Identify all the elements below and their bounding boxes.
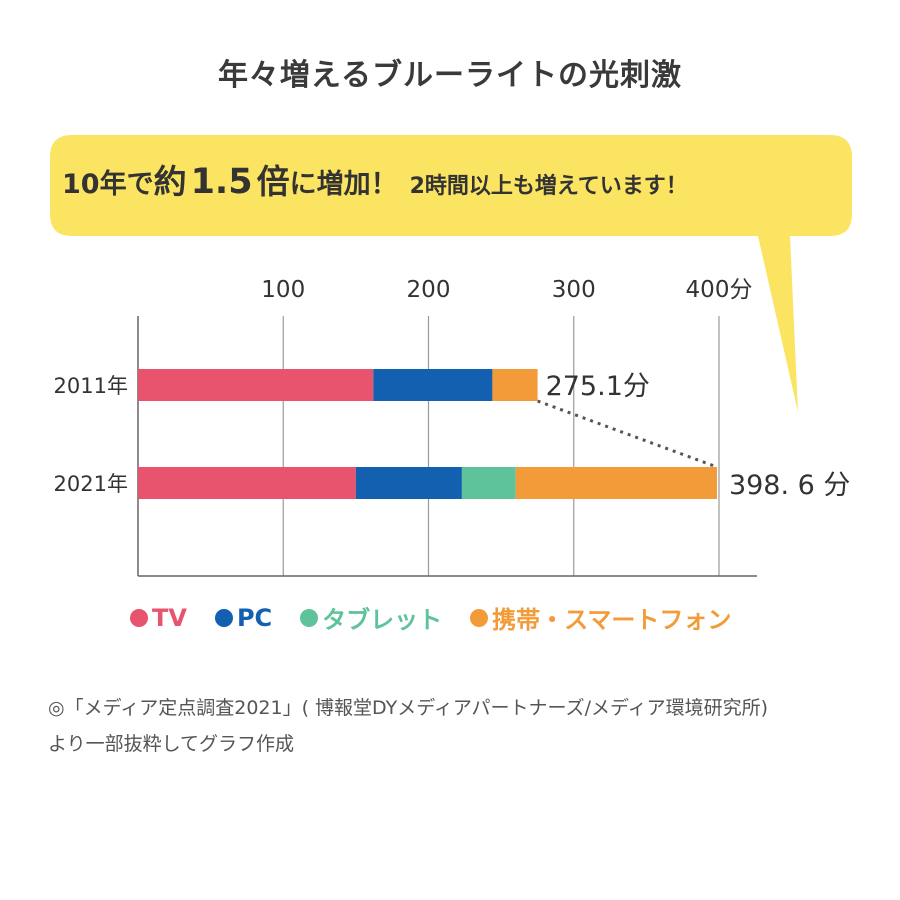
callout-text: 10年で 約 1.5 倍 に増加！ 2時間以上も増えています！ xyxy=(62,155,688,217)
bar-segment xyxy=(515,467,717,499)
legend-swatch xyxy=(214,608,233,627)
callout-bubble: 10年で 約 1.5 倍 に増加！ 2時間以上も増えています！ xyxy=(0,0,900,430)
trend-connector xyxy=(537,399,718,469)
legend-label: TV xyxy=(152,603,187,632)
category-label: 2011年 xyxy=(54,374,128,398)
bar-segment xyxy=(355,467,462,499)
x-tick-label: 100 xyxy=(261,277,305,303)
legend-label: 携帯・スマートフォン xyxy=(492,606,732,634)
chart-title: 年々増えるブルーライトの光刺激 xyxy=(217,58,683,93)
legend-label: タブレット xyxy=(322,606,443,634)
legend-swatch xyxy=(130,608,148,627)
x-tick-label: 300 xyxy=(552,277,596,303)
stacked-bar-chart: 100 200 300 400分 2011年 2021年 275.1分 398. 6 分 xyxy=(54,277,850,577)
source-line-1: ◎「メディア定点調査2021」( 博報堂DYメディアパートナーズ/メディア環境研… xyxy=(48,697,769,719)
bar-segment xyxy=(373,369,493,401)
bar-segment xyxy=(492,369,538,401)
x-tick-label: 200 xyxy=(407,277,451,303)
bar-segment xyxy=(461,467,516,499)
legend-item: 携帯・スマートフォン xyxy=(470,600,731,635)
callout-part-1: 10年で xyxy=(62,169,154,200)
callout-bubble-shape xyxy=(50,135,852,412)
callout-part-5: に増加！ xyxy=(289,169,398,200)
callout-part-2: 約 xyxy=(153,162,187,201)
legend-label: PC xyxy=(236,603,273,632)
legend-item: PC xyxy=(214,603,273,632)
source-line-2: より一部抜粋してグラフ作成 xyxy=(48,733,295,755)
x-tick-label: 400分 xyxy=(686,277,753,303)
bar-segment xyxy=(138,369,374,401)
category-label: 2021年 xyxy=(54,472,128,496)
callout-part-3: 1.5 xyxy=(190,162,253,202)
total-label: 275.1分 xyxy=(546,371,650,402)
callout-part-6: 2時間以上も増えています！ xyxy=(409,174,688,199)
callout-part-4: 倍 xyxy=(256,162,290,201)
legend-swatch xyxy=(470,608,489,627)
bar-segment xyxy=(138,467,356,499)
legend-item: タブレット xyxy=(300,600,442,635)
legend-swatch xyxy=(300,608,319,627)
source-note: ◎「メディア定点調査2021」( 博報堂DYメディアパートナーズ/メディア環境研… xyxy=(48,690,868,762)
total-label: 398. 6 分 xyxy=(729,470,850,501)
legend-item: TV xyxy=(130,604,187,632)
chart-legend: TV PC タブレット 携帯・スマートフォン xyxy=(130,600,850,635)
